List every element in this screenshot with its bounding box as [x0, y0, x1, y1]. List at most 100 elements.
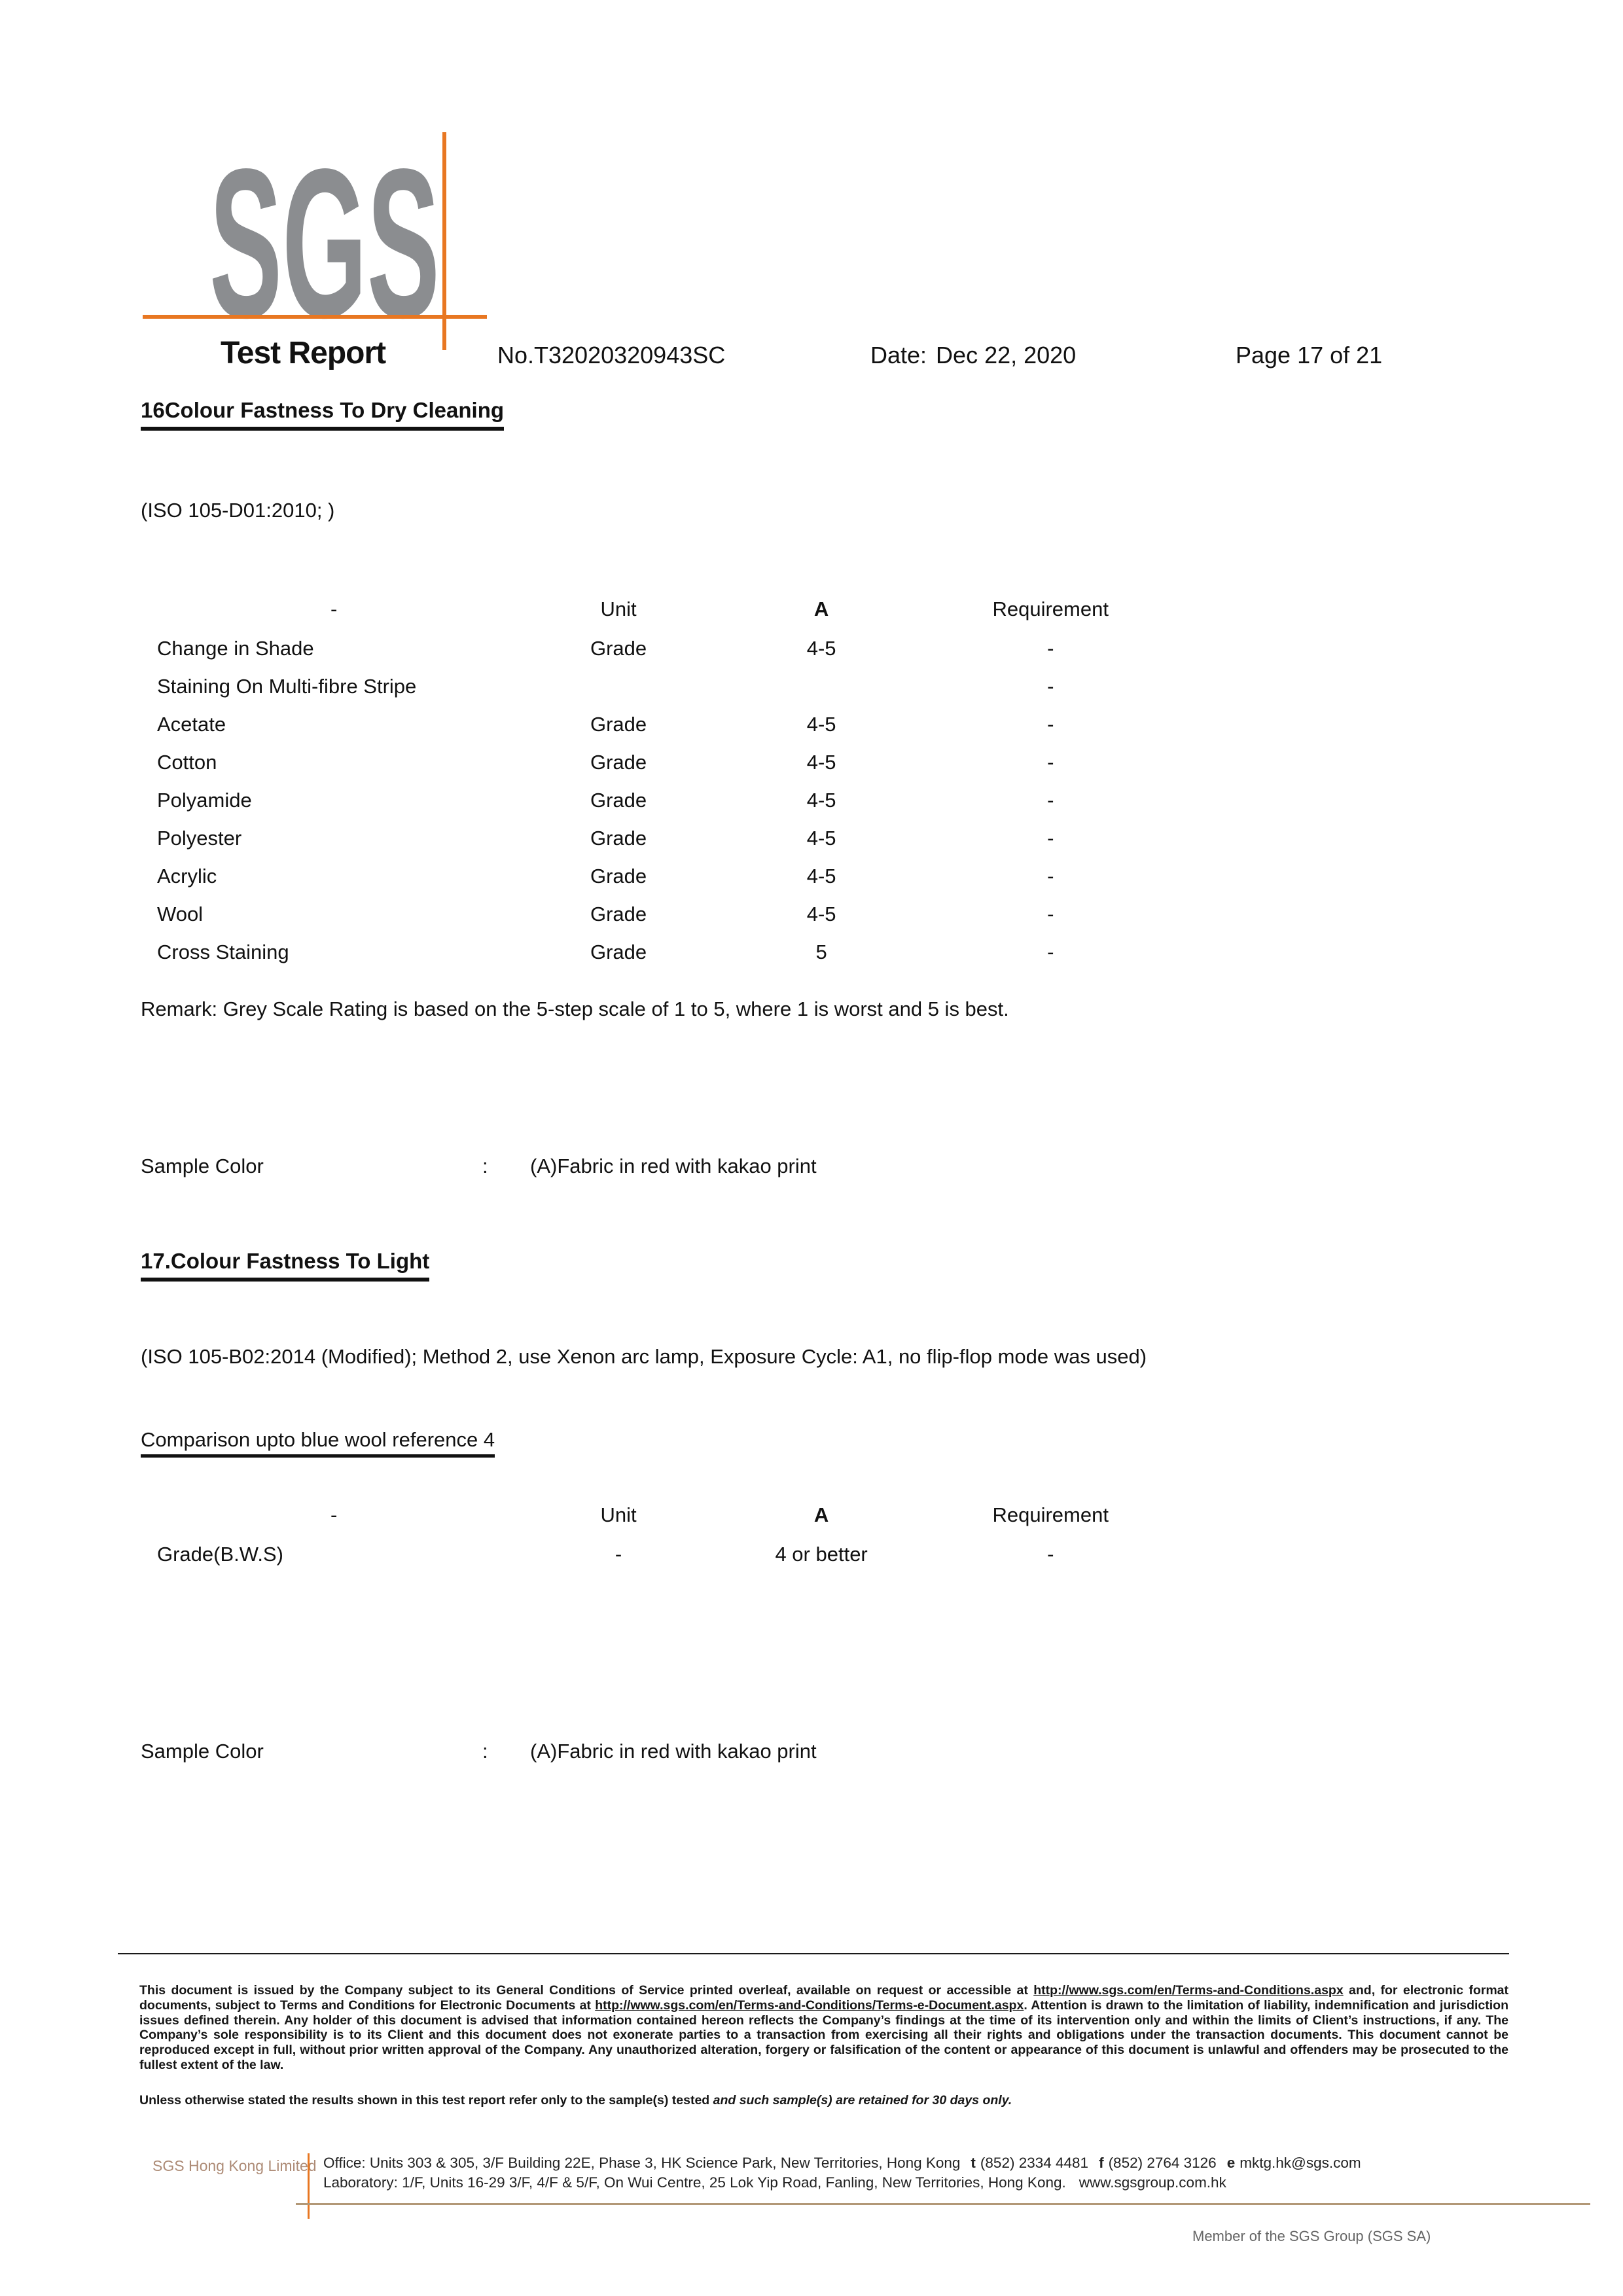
requirement-cell: - — [1047, 789, 1054, 812]
requirement-cell: - — [1047, 751, 1054, 774]
table-header-row: - Unit A Requirement — [141, 1495, 1168, 1535]
sgs-logo-graphic: SGS — [143, 124, 487, 362]
column-header: - — [330, 1503, 338, 1526]
disclaimer-segment: This document is issued by the Company s… — [139, 1983, 1034, 1998]
column-header: A — [813, 1503, 829, 1526]
member-note: Member of the SGS Group (SGS SA) — [1192, 2228, 1431, 2244]
unit-cell: - — [615, 1543, 622, 1566]
footer-rule — [296, 2203, 1590, 2205]
param-cell: Acrylic — [157, 865, 217, 888]
sample-color-label: Sample Color — [141, 1155, 264, 1177]
report-date: Date: Dec 22, 2020 — [870, 342, 1076, 369]
requirement-cell: - — [1047, 865, 1054, 888]
office-address-line: Office: Units 303 & 305, 3/F Building 22… — [323, 2153, 1361, 2173]
table-row: Grade(B.W.S) - 4 or better - — [141, 1535, 1168, 1573]
email-value: mktg.hk@sgs.com — [1240, 2155, 1361, 2171]
date-value: Dec 22, 2020 — [936, 342, 1077, 368]
column-header: - — [330, 598, 338, 620]
sample-color-label: Sample Color — [141, 1740, 264, 1763]
footer-address-block: Office: Units 303 & 305, 3/F Building 22… — [323, 2153, 1361, 2193]
footer-company-name: SGS Hong Kong Limited — [152, 2157, 317, 2174]
section-16-heading: 16Colour Fastness To Dry Cleaning — [141, 398, 505, 431]
phone-value: (852) 2334 4481 — [980, 2155, 1089, 2171]
column-header: Requirement — [992, 598, 1109, 620]
results-table-17: - Unit A Requirement Grade(B.W.S) - 4 or… — [141, 1495, 1168, 1573]
sample-color-colon: : — [482, 1740, 488, 1763]
unit-cell: Grade — [590, 865, 647, 888]
table-row: Cotton Grade 4-5 - — [141, 744, 1168, 781]
retention-note: Unless otherwise stated the results show… — [139, 2093, 1012, 2108]
column-header: Unit — [600, 1503, 637, 1526]
unit-cell: Grade — [590, 751, 647, 774]
sample-color-row: Sample Color : (A)Fabric in red with kak… — [0, 1155, 1623, 1181]
requirement-cell: - — [1047, 637, 1054, 660]
lab-address: Laboratory: 1/F, Units 16-29 3/F, 4/F & … — [323, 2174, 1066, 2191]
requirement-cell: - — [1047, 827, 1054, 850]
logo-vertical-line — [442, 132, 446, 350]
unit-cell: Grade — [590, 637, 647, 660]
unit-cell: Grade — [590, 903, 647, 925]
sgs-logo-text: SGS — [209, 124, 440, 360]
result-cell: 4-5 — [806, 751, 836, 774]
result-cell: 4-5 — [806, 789, 836, 812]
result-cell — [710, 668, 933, 706]
param-cell: Staining On Multi-fibre Stripe — [157, 675, 417, 698]
param-cell: Cross Staining — [157, 941, 289, 963]
result-cell: 4-5 — [806, 865, 836, 888]
result-cell: 4-5 — [806, 827, 836, 850]
requirement-cell: - — [1047, 675, 1054, 698]
e-document-url: http://www.sgs.com/en/Terms-and-Conditio… — [595, 1998, 1024, 2013]
report-number: No.T32020320943SC — [497, 342, 726, 368]
result-cell: 4-5 — [806, 713, 836, 736]
page-indicator: Page 17 of 21 — [1236, 342, 1383, 368]
lab-address-line: Laboratory: 1/F, Units 16-29 3/F, 4/F & … — [323, 2173, 1361, 2193]
logo-horizontal-line — [143, 315, 487, 319]
section-17-heading: 17.Colour Fastness To Light — [141, 1249, 430, 1282]
disclaimer-text: This document is issued by the Company s… — [139, 1983, 1508, 2073]
fax-label: f — [1099, 2155, 1104, 2171]
disclaimer-segment: and, for electronic format documents, su… — [139, 1983, 1509, 2013]
param-cell: Acetate — [157, 713, 226, 736]
param-cell: Wool — [157, 903, 204, 925]
divider-rule — [118, 1953, 1509, 1954]
office-address: Office: Units 303 & 305, 3/F Building 22… — [323, 2155, 961, 2171]
result-cell: 4-5 — [806, 637, 836, 660]
result-cell: 5 — [815, 941, 827, 963]
param-cell: Polyamide — [157, 789, 252, 812]
website-url: www.sgsgroup.com.hk — [1079, 2174, 1226, 2191]
phone-label: t — [971, 2155, 976, 2171]
section-17-method: (ISO 105-B02:2014 (Modified); Method 2, … — [141, 1345, 1147, 1368]
unit-cell: Grade — [590, 713, 647, 736]
column-header: Unit — [600, 598, 637, 620]
comparison-note: Comparison upto blue wool reference 4 — [141, 1428, 495, 1458]
email-label: e — [1226, 2155, 1236, 2171]
retention-note-italic: and such sample(s) are retained for 30 d… — [713, 2093, 1012, 2108]
table-header-row: - Unit A Requirement — [141, 589, 1168, 630]
unit-cell — [527, 668, 709, 706]
sample-color-value: (A)Fabric in red with kakao print — [530, 1155, 817, 1177]
fax-value: (852) 2764 3126 — [1108, 2155, 1217, 2171]
date-label: Date: — [870, 342, 927, 368]
requirement-cell: - — [1047, 941, 1054, 963]
requirement-cell: - — [1047, 713, 1054, 736]
column-header: Requirement — [992, 1503, 1109, 1526]
requirement-cell: - — [1047, 903, 1054, 925]
unit-cell: Grade — [590, 789, 647, 812]
column-header: A — [813, 598, 829, 620]
sample-color-row: Sample Color : (A)Fabric in red with kak… — [0, 1740, 1623, 1766]
unit-cell: Grade — [590, 941, 647, 963]
param-cell: Grade(B.W.S) — [157, 1543, 283, 1566]
table-row: Polyester Grade 4-5 - — [141, 819, 1168, 857]
param-cell: Polyester — [157, 827, 242, 850]
disclaimer-segment: . Attention is drawn to the limitation o… — [139, 1998, 1508, 2072]
section-16-method: (ISO 105-D01:2010; ) — [141, 499, 335, 522]
sample-color-value: (A)Fabric in red with kakao print — [530, 1740, 817, 1763]
requirement-cell: - — [1047, 1543, 1054, 1566]
remark-text: Remark: Grey Scale Rating is based on th… — [141, 997, 1009, 1020]
unit-cell: Grade — [590, 827, 647, 850]
sgs-logo: SGS — [128, 98, 507, 363]
param-cell: Cotton — [157, 751, 217, 774]
table-row: Cross Staining Grade 5 - — [141, 933, 1168, 971]
table-row: Polyamide Grade 4-5 - — [141, 781, 1168, 819]
